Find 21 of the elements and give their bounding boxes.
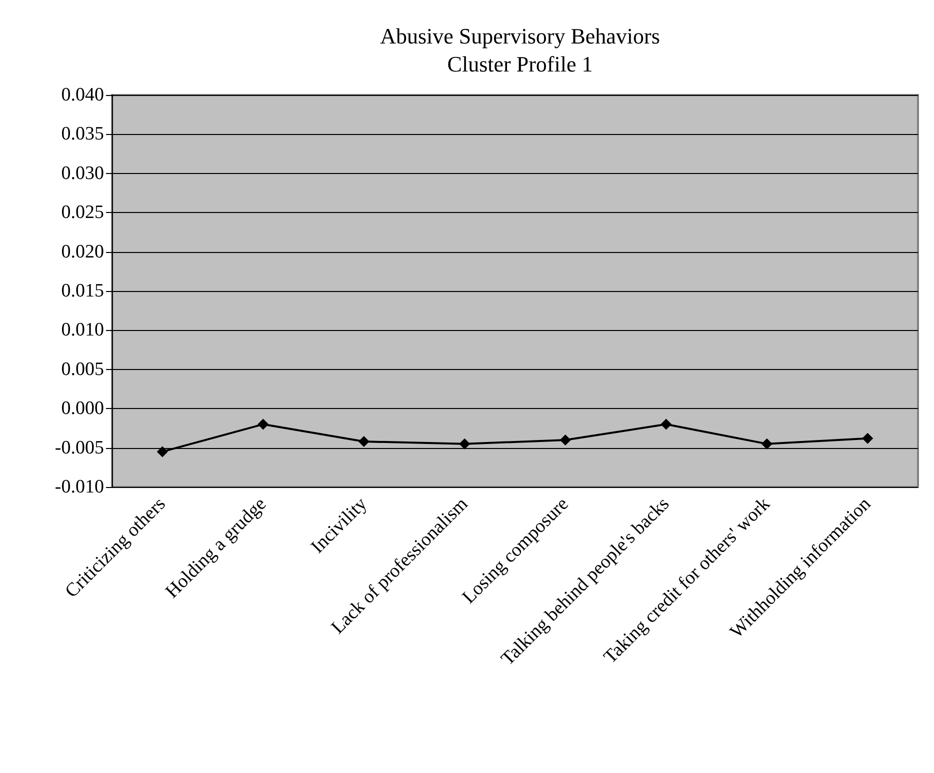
y-tick-label: -0.005 — [54, 437, 104, 458]
y-tick-label: 0.005 — [61, 358, 104, 380]
point — [358, 436, 370, 448]
y-tick-label: 0.020 — [61, 241, 104, 262]
y-tick-label: 0.035 — [61, 124, 104, 145]
y-tick-label: 0.015 — [61, 280, 104, 302]
y-tick-label: 0.010 — [61, 320, 104, 341]
y-tick-label: -0.010 — [54, 476, 104, 498]
chart-title: Abusive Supervisory Behaviors — [380, 24, 660, 48]
chart-subtitle: Cluster Profile 1 — [447, 52, 593, 76]
point — [862, 432, 874, 444]
y-tick-label: 0.030 — [61, 162, 104, 184]
y-tick-label: 0.000 — [61, 398, 104, 420]
point — [156, 446, 168, 458]
point — [660, 418, 672, 430]
point — [560, 434, 571, 446]
point — [258, 418, 269, 430]
point — [761, 438, 772, 450]
y-tick-label: 0.040 — [61, 84, 104, 106]
point — [459, 438, 470, 450]
y-tick-label: 0.025 — [61, 202, 104, 224]
